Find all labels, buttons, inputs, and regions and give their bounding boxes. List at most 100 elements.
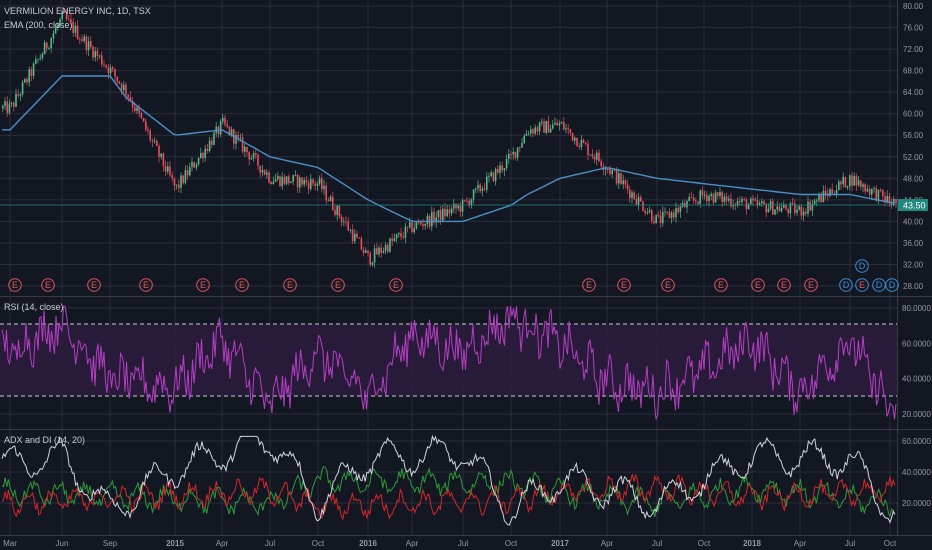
event-markers[interactable]: E E E E E E E E E E E E E E E E DDD DE bbox=[8, 259, 899, 292]
candle-body bbox=[305, 179, 308, 183]
candle-body bbox=[65, 12, 68, 20]
candle-body bbox=[497, 169, 499, 173]
candle-body bbox=[202, 152, 204, 159]
earnings-marker[interactable] bbox=[777, 278, 791, 292]
earnings-marker[interactable] bbox=[582, 278, 596, 292]
adx-line[interactable] bbox=[1, 434, 896, 526]
earnings-marker-label[interactable]: E bbox=[200, 280, 206, 290]
adx-indicator-title[interactable]: ADX and DI (14, 20) bbox=[4, 435, 85, 445]
price-axis-label: 52.00 bbox=[903, 153, 924, 162]
candle-body bbox=[466, 200, 468, 202]
earnings-marker-label[interactable]: E bbox=[586, 280, 592, 290]
time-axis-label: Mar bbox=[3, 539, 17, 548]
earnings-marker-label[interactable]: E bbox=[781, 280, 787, 290]
rsi-line[interactable] bbox=[1, 305, 897, 420]
earnings-marker-label[interactable]: E bbox=[143, 280, 149, 290]
time-axis[interactable]: Mar Jun Sep 2015 Apr Jul Oct 2016 Apr Jul Oct 2017 A… bbox=[3, 539, 897, 548]
dividend-marker[interactable] bbox=[839, 278, 853, 292]
candle-body bbox=[406, 226, 409, 228]
candle-body bbox=[708, 196, 710, 202]
earnings-marker[interactable] bbox=[331, 278, 345, 292]
candle-body bbox=[580, 140, 583, 148]
candle-body bbox=[747, 204, 750, 210]
candle-body bbox=[109, 67, 112, 74]
ema-line[interactable] bbox=[2, 75, 894, 223]
earnings-marker[interactable] bbox=[87, 278, 101, 292]
candle-body bbox=[292, 175, 294, 182]
candle-body bbox=[334, 209, 336, 216]
candle-body bbox=[472, 189, 475, 200]
earnings-marker-label[interactable]: E bbox=[621, 280, 627, 290]
rsi-indicator-title[interactable]: RSI (14, close) bbox=[4, 302, 64, 312]
earnings-marker[interactable] bbox=[389, 278, 403, 292]
di-minus-line[interactable] bbox=[1, 473, 896, 521]
time-axis-label: Oct bbox=[312, 539, 325, 548]
earnings-marker[interactable] bbox=[804, 278, 818, 292]
earnings-marker-label[interactable]: E bbox=[393, 280, 399, 290]
candle-body bbox=[268, 172, 270, 183]
candle-body bbox=[560, 122, 563, 124]
candle-body bbox=[697, 201, 699, 204]
candle-body bbox=[558, 123, 561, 126]
candle-body bbox=[512, 151, 514, 155]
earnings-marker[interactable] bbox=[714, 278, 728, 292]
candle-body bbox=[96, 51, 99, 56]
earnings-marker-label[interactable]: E bbox=[239, 280, 245, 290]
earnings-marker[interactable] bbox=[139, 278, 153, 292]
candle-body bbox=[325, 185, 327, 201]
candle-body bbox=[582, 140, 585, 143]
candle-body bbox=[756, 199, 759, 206]
ema-indicator-title[interactable]: EMA (200, close) bbox=[4, 20, 73, 30]
candle-body bbox=[175, 184, 178, 186]
earnings-marker-label[interactable]: E bbox=[287, 280, 293, 290]
candle-body bbox=[710, 194, 712, 197]
candle-body bbox=[807, 201, 809, 214]
symbol-title[interactable]: VERMILION ENERGY INC, 1D, TSX bbox=[4, 6, 151, 16]
earnings-marker[interactable] bbox=[196, 278, 210, 292]
dividend-marker[interactable] bbox=[855, 278, 869, 292]
candle-body bbox=[393, 238, 396, 241]
earnings-marker-label[interactable]: E bbox=[91, 280, 97, 290]
candle-body bbox=[668, 211, 671, 218]
earnings-marker-label[interactable]: E bbox=[45, 280, 51, 290]
dividend-marker[interactable] bbox=[885, 278, 899, 292]
candle-body bbox=[578, 146, 580, 148]
candle-body bbox=[263, 170, 266, 175]
candle-body bbox=[208, 140, 211, 152]
earnings-marker-label[interactable]: E bbox=[665, 280, 671, 290]
earnings-marker[interactable] bbox=[8, 278, 22, 292]
candle-body bbox=[424, 223, 426, 226]
candle-body bbox=[844, 176, 847, 188]
dividend-marker-label[interactable]: D bbox=[859, 261, 866, 271]
time-axis-label: Jul bbox=[845, 539, 855, 548]
dividend-marker-label[interactable]: D bbox=[876, 280, 883, 290]
earnings-marker[interactable] bbox=[751, 278, 765, 292]
earnings-marker-label[interactable]: E bbox=[718, 280, 724, 290]
earnings-marker[interactable] bbox=[661, 278, 675, 292]
earnings-marker-label[interactable]: E bbox=[12, 280, 18, 290]
dividend-marker[interactable] bbox=[855, 259, 869, 273]
earnings-marker[interactable] bbox=[41, 278, 55, 292]
earnings-marker-label[interactable]: E bbox=[859, 280, 865, 290]
candle-body bbox=[862, 184, 864, 187]
candle-body bbox=[41, 54, 44, 58]
time-axis-label: Sep bbox=[103, 539, 118, 548]
candle-body bbox=[501, 165, 503, 171]
candle-body bbox=[871, 188, 873, 195]
candle-body bbox=[624, 180, 627, 185]
earnings-marker-label[interactable]: E bbox=[335, 280, 341, 290]
dividend-marker-label[interactable]: D bbox=[889, 280, 896, 290]
earnings-marker[interactable] bbox=[283, 278, 297, 292]
dividend-marker-label[interactable]: D bbox=[843, 280, 850, 290]
candle-body bbox=[455, 203, 457, 209]
earnings-marker[interactable] bbox=[235, 278, 249, 292]
candle-body bbox=[303, 179, 305, 185]
candle-body bbox=[343, 221, 345, 223]
candle-body bbox=[717, 192, 719, 196]
candle-body bbox=[283, 176, 286, 184]
earnings-marker[interactable] bbox=[617, 278, 631, 292]
earnings-marker-label[interactable]: E bbox=[808, 280, 814, 290]
earnings-marker-label[interactable]: E bbox=[755, 280, 761, 290]
candle-body bbox=[409, 222, 411, 228]
